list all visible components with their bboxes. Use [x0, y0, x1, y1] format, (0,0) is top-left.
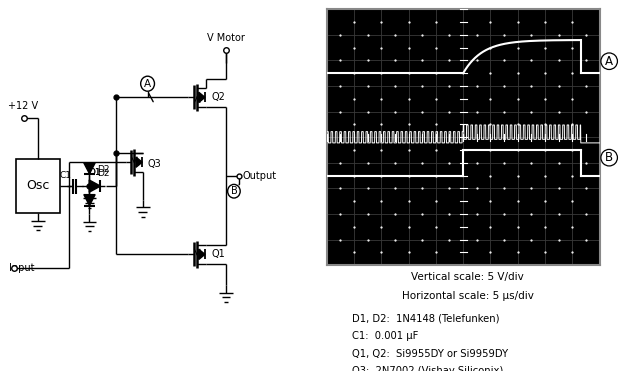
- Text: Horizontal scale: 5 μs/div: Horizontal scale: 5 μs/div: [402, 291, 534, 301]
- Polygon shape: [199, 92, 205, 102]
- Text: C1:  0.001 μF: C1: 0.001 μF: [352, 331, 418, 341]
- Text: Q3: Q3: [148, 159, 161, 169]
- Text: A: A: [144, 79, 151, 89]
- Polygon shape: [89, 180, 100, 192]
- Text: D2: D2: [97, 164, 110, 174]
- Text: Q2: Q2: [212, 92, 226, 102]
- Text: Input: Input: [9, 263, 35, 273]
- Polygon shape: [136, 157, 143, 167]
- Text: V Motor: V Motor: [207, 33, 245, 43]
- FancyBboxPatch shape: [16, 159, 60, 213]
- Text: D1, D2:  1N4148 (Telefunken): D1, D2: 1N4148 (Telefunken): [352, 313, 499, 324]
- Text: Output: Output: [242, 171, 276, 181]
- Text: B: B: [605, 151, 613, 164]
- Text: Q3:  2N7002 (Vishay Siliconix): Q3: 2N7002 (Vishay Siliconix): [352, 366, 503, 371]
- Text: Osc: Osc: [26, 179, 50, 192]
- Text: D1: D1: [89, 168, 101, 177]
- Text: D1: D1: [89, 168, 101, 177]
- Text: Q1, Q2:  Si9955DY or Si9959DY: Q1, Q2: Si9955DY or Si9959DY: [352, 349, 508, 359]
- Text: Vertical scale: 5 V/div: Vertical scale: 5 V/div: [411, 272, 524, 282]
- Text: +12 V: +12 V: [9, 101, 38, 111]
- Text: Q1: Q1: [212, 249, 225, 259]
- Polygon shape: [199, 249, 205, 259]
- Polygon shape: [84, 195, 95, 206]
- Polygon shape: [84, 163, 95, 174]
- Text: D2: D2: [97, 169, 109, 178]
- Text: C1: C1: [59, 171, 72, 180]
- Text: A: A: [605, 55, 613, 68]
- Text: B: B: [230, 186, 237, 196]
